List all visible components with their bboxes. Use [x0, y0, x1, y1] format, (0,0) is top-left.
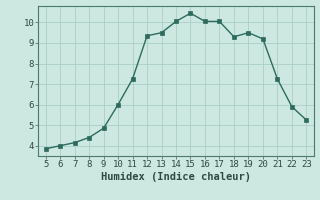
X-axis label: Humidex (Indice chaleur): Humidex (Indice chaleur) [101, 172, 251, 182]
